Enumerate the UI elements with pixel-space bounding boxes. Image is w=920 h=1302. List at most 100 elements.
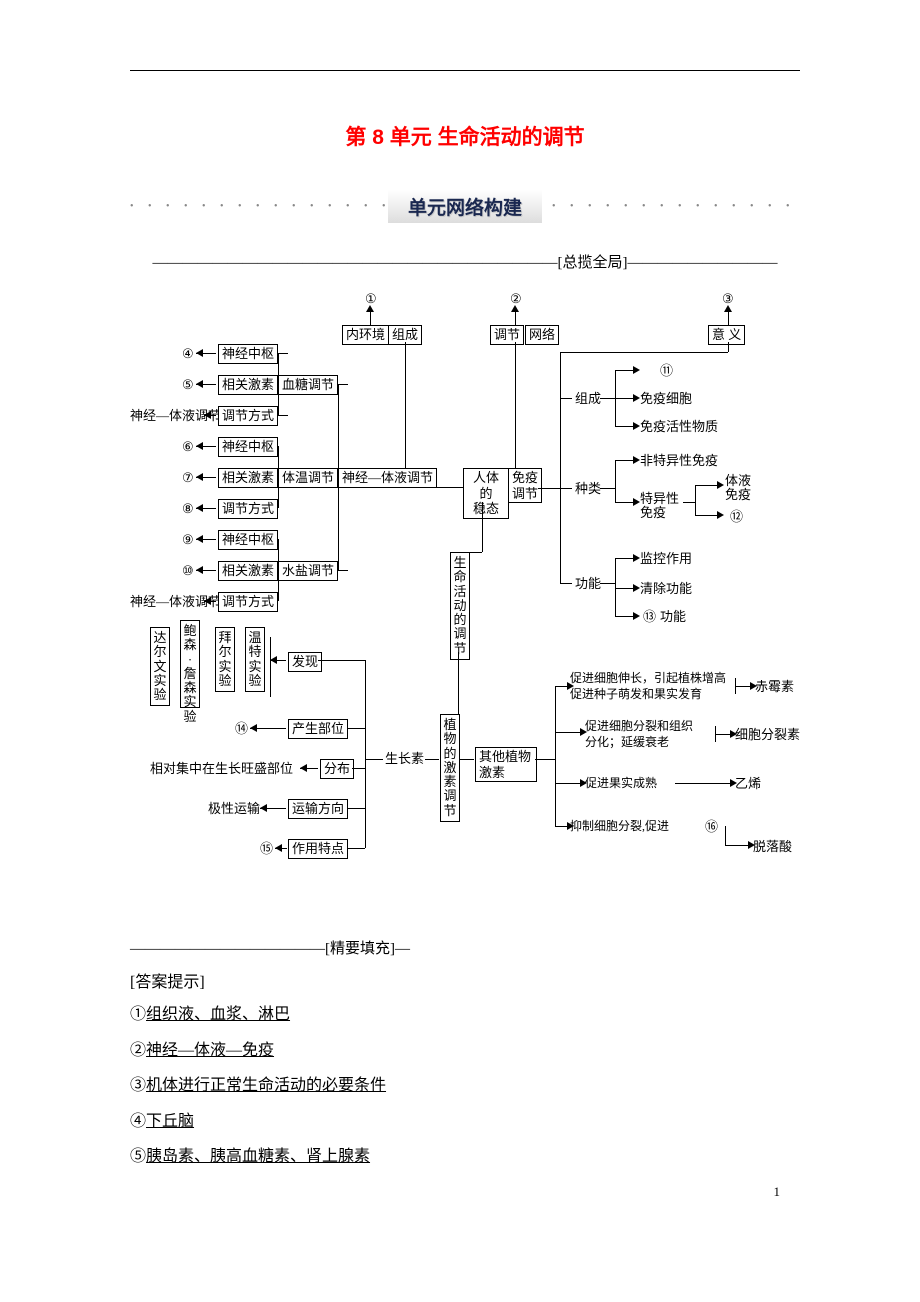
line — [348, 848, 365, 849]
arrow-right-icon — [748, 841, 755, 849]
box-plant-hormone: 植物的激素调节 — [440, 714, 460, 822]
box-darwin: 达尔文实验 — [150, 627, 170, 706]
answers-list: ①组织液、血浆、淋巴②神经—体液—免疫③机体进行正常生命活动的必要条件④下丘脑⑤… — [130, 1002, 800, 1170]
dots-left: • • • • • • • • • • • • • • • • • • — [130, 201, 388, 212]
arrow-left-icon — [196, 566, 203, 574]
line — [683, 502, 695, 503]
line — [278, 446, 279, 508]
arrow-left-icon — [204, 597, 211, 605]
circ-4: ④ — [182, 347, 194, 361]
arrow-right-icon — [633, 366, 640, 374]
lbl-gib-name: 赤霉素 — [755, 680, 794, 694]
line — [615, 398, 633, 399]
lbl-eth-name: 乙烯 — [735, 777, 761, 791]
line — [715, 726, 716, 742]
box-mode-1: 调节方式 — [218, 406, 278, 426]
line — [728, 342, 729, 352]
line — [695, 485, 696, 515]
line — [405, 342, 406, 487]
line — [338, 384, 348, 385]
line — [425, 759, 439, 760]
arrow-left-icon — [196, 535, 203, 543]
line — [725, 826, 726, 845]
circ-6: ⑥ — [182, 440, 194, 454]
circ-11: ⑪ — [660, 364, 673, 378]
box-discover: 发现 — [288, 652, 322, 672]
lbl-eth: 促进果实成熟 — [585, 777, 657, 790]
box-other-plant: 其他植物激素 — [475, 747, 537, 782]
lbl-aba-name: 脱落酸 — [753, 840, 792, 854]
box-life-reg: 生命活动的调节 — [450, 552, 470, 660]
lbl-cyto2: 分化；延缓衰老 — [585, 736, 669, 749]
lbl-cyto-name: 细胞分裂素 — [735, 728, 800, 742]
box-network: 网络 — [525, 325, 559, 345]
arrow-left-icon — [250, 724, 257, 732]
box-feature: 作用特点 — [288, 839, 348, 859]
line — [600, 583, 615, 584]
lbl-dist-left: 相对集中在生长旺盛部位 — [150, 762, 293, 776]
arrow-right-icon — [633, 584, 640, 592]
box-nerve-center-2: 神经中枢 — [218, 437, 278, 457]
line — [555, 686, 567, 687]
answer-num: ④ — [130, 1113, 146, 1130]
lbl-immune-active: 免疫活性物质 — [640, 420, 718, 434]
circ-5: ⑤ — [182, 378, 194, 392]
arrow-right-icon — [730, 730, 737, 738]
line — [600, 488, 615, 489]
answer-num: ③ — [130, 1077, 146, 1094]
lbl-func-13: 功能 — [660, 610, 686, 624]
line — [278, 539, 279, 601]
arrow-right-icon — [633, 498, 640, 506]
lbl-cyto1: 促进细胞分裂和组织 — [585, 720, 693, 733]
box-human-homeo: 人体的稳态 — [463, 468, 509, 519]
box-transport: 运输方向 — [288, 799, 348, 819]
box-wente: 温特实验 — [245, 627, 265, 692]
arrow-right-icon — [750, 682, 757, 690]
answers-heading: [答案提示] — [130, 968, 800, 992]
line — [615, 558, 616, 616]
answer-text: 下丘脑 — [146, 1113, 194, 1130]
lbl-gib1: 促进细胞伸长，引起植株增高 — [570, 672, 726, 685]
line — [365, 759, 383, 760]
box-bowsen: 鲍森·詹森实验 — [180, 620, 200, 708]
box-distribute: 分布 — [320, 759, 354, 779]
line — [348, 808, 365, 809]
arrow-left-icon — [196, 380, 203, 388]
box-hormone-1: 相关激素 — [218, 375, 278, 395]
line — [560, 488, 572, 489]
box-blood-sugar: 血糖调节 — [278, 375, 338, 395]
lbl-gib2: 促进种子萌发和果实发育 — [570, 688, 702, 701]
circ-15: ⑮ — [260, 842, 273, 856]
line — [615, 460, 616, 502]
line — [675, 783, 730, 784]
arrow-right-icon — [633, 554, 640, 562]
arrow-left-icon — [275, 844, 282, 852]
answer-item: ①组织液、血浆、淋巴 — [130, 1002, 800, 1028]
line — [468, 552, 482, 553]
lbl-monitor: 监控作用 — [640, 552, 692, 566]
line — [270, 637, 271, 697]
line — [460, 759, 474, 760]
line — [695, 485, 717, 486]
line — [735, 678, 736, 694]
arrow-right-icon — [580, 728, 587, 736]
arrow-left-icon — [204, 411, 211, 419]
box-water-salt: 水盐调节 — [278, 561, 338, 581]
answer-text: 组织液、血浆、淋巴 — [146, 1006, 290, 1023]
line — [365, 660, 366, 848]
arrow-up-icon — [366, 305, 374, 312]
circ-10: ⑩ — [182, 564, 194, 578]
line — [615, 588, 633, 589]
line — [430, 487, 463, 488]
arrow-left-icon — [270, 656, 277, 664]
line — [615, 426, 633, 427]
line — [348, 728, 365, 729]
line — [560, 398, 572, 399]
circ-8: ⑧ — [182, 502, 194, 516]
line — [338, 384, 339, 570]
box-regulate: 调节 — [490, 325, 524, 345]
page-number: 1 — [774, 1184, 781, 1200]
line — [600, 398, 615, 399]
lbl-aba: 抑制细胞分裂,促进 — [570, 820, 669, 833]
line — [278, 353, 279, 415]
